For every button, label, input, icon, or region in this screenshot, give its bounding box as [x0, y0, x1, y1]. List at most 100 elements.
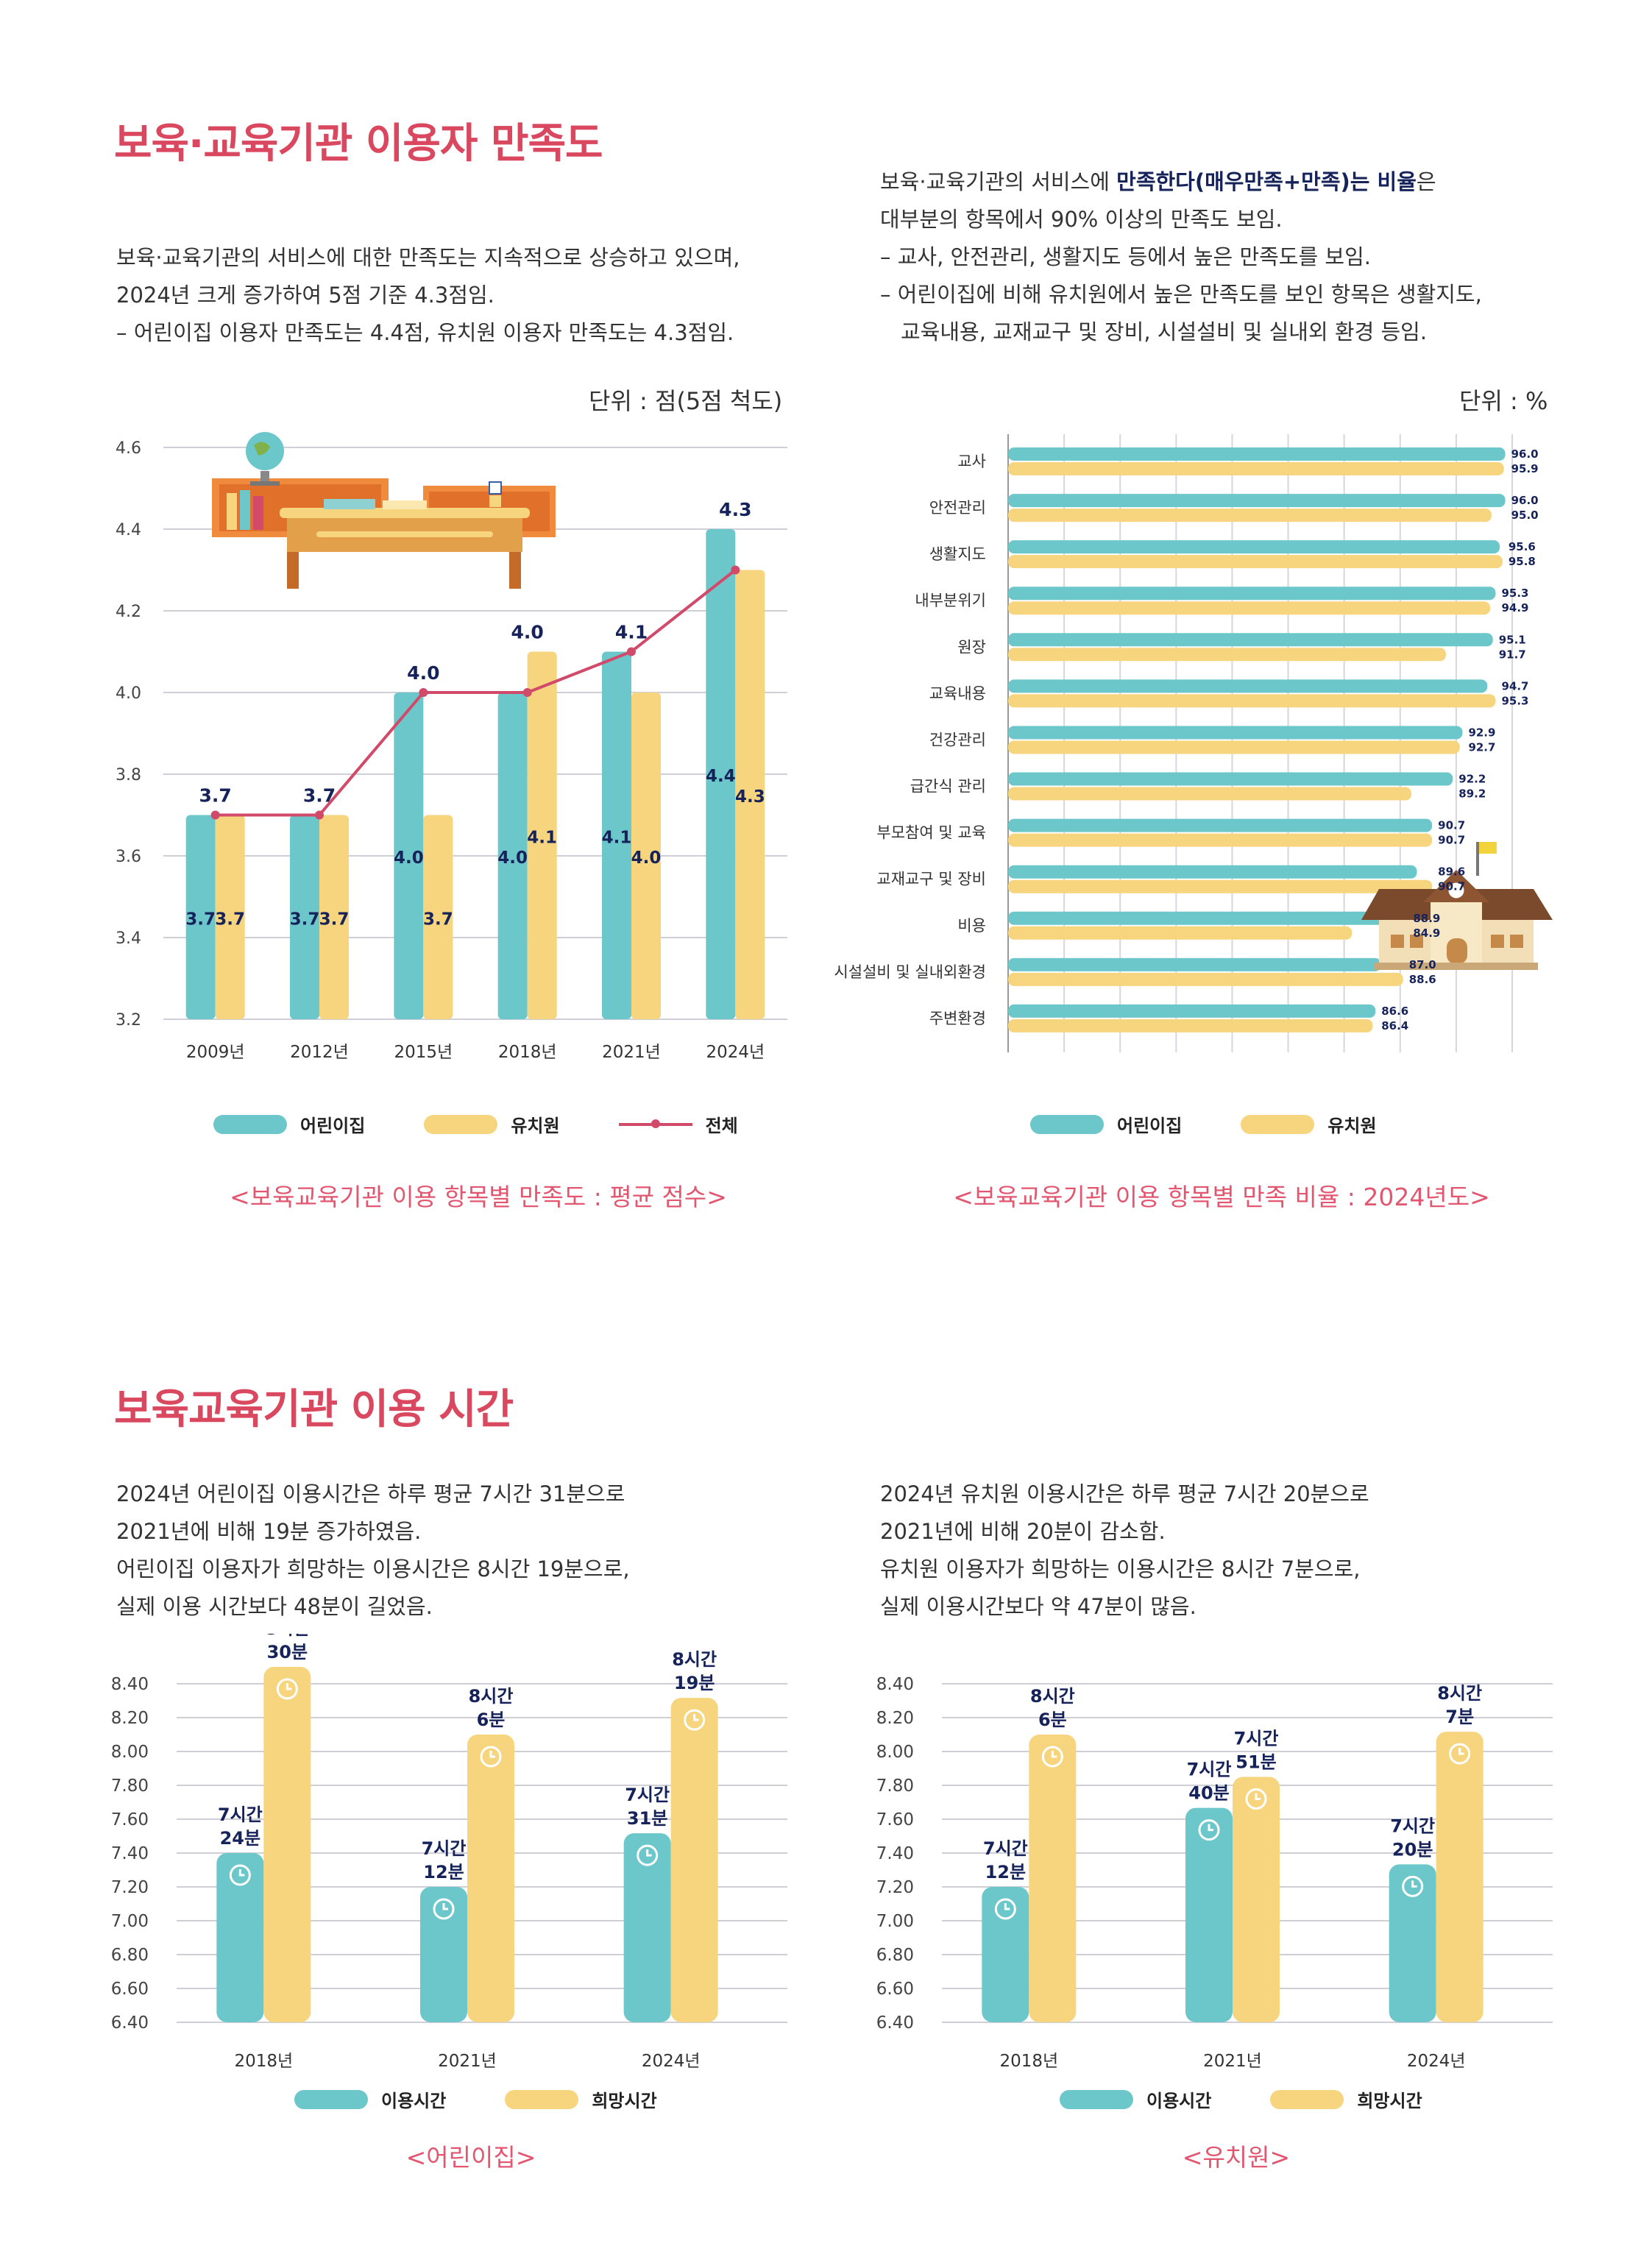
bar-kindergarten	[1008, 462, 1504, 475]
bar-value-label: 92.2	[1458, 773, 1486, 786]
section2-title: 보육교육기관 이용 시간	[114, 1386, 514, 1434]
legend-item: 희망시간	[505, 2086, 657, 2112]
bar-value-label: 7시간	[218, 1804, 263, 1825]
y-tick-label: 8.00	[111, 1743, 149, 1762]
bar-usage-time	[623, 1833, 671, 2022]
total-value-label: 4.0	[511, 622, 544, 643]
unit-label-left: 단위 : 점(5점 척도)	[589, 387, 783, 415]
y-tick-label: 6.80	[876, 1946, 914, 1965]
legend-swatch-yellow	[1270, 2089, 1344, 2109]
total-value-label: 4.0	[407, 662, 439, 684]
y-tick-label: 7.60	[111, 1810, 149, 1829]
bar-daycare	[1008, 679, 1488, 693]
bar-value-label: 95.8	[1509, 555, 1536, 568]
bar-value-label: 4.0	[394, 849, 424, 868]
clock-hands	[646, 1849, 652, 1857]
text-line: – 어린이집 이용자 만족도는 4.4점, 유치원 이용자 만족도는 4.3점임…	[116, 320, 734, 345]
caption-score: <보육교육기관 이용 항목별 만족도 : 평균 점수>	[230, 1183, 727, 1211]
category-label: 시설설비 및 실내외환경	[834, 963, 986, 981]
bar-value-label: 96.0	[1511, 494, 1539, 507]
total-value-label: 3.7	[303, 785, 336, 807]
clock-hands	[1051, 1751, 1057, 1758]
bar-kindergarten	[319, 815, 349, 1019]
y-tick-label: 6.40	[111, 2013, 149, 2033]
y-tick-label: 4.4	[116, 521, 141, 539]
bar-value-label: 3.7	[290, 910, 320, 929]
unit-label-right: 단위 : %	[1459, 387, 1548, 415]
total-point	[522, 688, 532, 697]
clock-icon	[433, 1898, 455, 1920]
total-point	[210, 810, 220, 820]
y-tick-label: 7.40	[111, 1844, 149, 1863]
x-tick-label: 2024년	[706, 1043, 765, 1062]
clock-icon	[229, 1864, 251, 1886]
bar-value-label: 90.7	[1438, 819, 1465, 832]
y-tick-label: 3.6	[116, 848, 141, 866]
bar-value-label: 88.9	[1413, 912, 1440, 925]
bar-value-label: 89.6	[1438, 865, 1465, 879]
category-label: 교육내용	[929, 684, 986, 702]
bar-daycare	[185, 815, 216, 1019]
clock-icon	[480, 1746, 502, 1768]
bar-usage-time	[982, 1887, 1029, 2022]
clock-icon	[1041, 1746, 1063, 1768]
legend-item: 어린이집	[213, 1111, 365, 1137]
text-line: 대부분의 항목에서 90% 이상의 만족도 보임.	[880, 207, 1283, 232]
bar-daycare	[394, 692, 424, 1019]
bar-kindergarten	[1008, 694, 1496, 708]
bar-daycare	[1008, 587, 1496, 601]
bar-value-label: 4.3	[735, 787, 765, 807]
y-tick-label: 7.80	[876, 1777, 914, 1796]
bar-value-label: 7시간	[983, 1838, 1028, 1859]
clock-hands	[286, 1683, 292, 1690]
kindergarten-time-chart: 6.40 6.60 6.80 7.00 7.20 7.40 7.60 7.80 8.00 8.20…	[876, 1675, 1553, 2071]
legend-item: 유치원	[424, 1111, 560, 1137]
bar-value-label: 3.7	[319, 910, 350, 929]
bar-daycare	[290, 815, 319, 1019]
legend-swatch-teal	[213, 1114, 287, 1134]
clock-icon	[1198, 1819, 1220, 1841]
y-tick-label: 4.2	[116, 603, 141, 621]
text-line: 보육·교육기관의 서비스에 대한 만족도는 지속적으로 상승하고 있으며,	[116, 245, 740, 270]
bar-kindergarten	[1008, 601, 1490, 615]
bar-value-label: 19분	[674, 1673, 715, 1693]
bar-kindergarten	[1008, 1019, 1373, 1032]
bar-kindergarten	[1008, 833, 1433, 847]
bar-kindergarten	[1008, 648, 1446, 662]
clock-hands	[1411, 1880, 1417, 1888]
bar-kindergarten	[631, 692, 661, 1019]
section1-title: 보육·교육기관 이용자 만족도	[114, 120, 603, 168]
clock-icon	[1245, 1788, 1267, 1810]
caption-daycare: <어린이집>	[405, 2143, 536, 2172]
category-label: 건강관리	[929, 731, 986, 748]
clock-hands	[1208, 1824, 1213, 1832]
y-tick-label: 8.20	[111, 1709, 149, 1728]
bar-desired-time	[1233, 1777, 1280, 2022]
bar-value-label: 92.7	[1468, 740, 1495, 754]
bar-daycare	[1008, 865, 1417, 879]
legend-swatch-yellow	[424, 1114, 498, 1134]
clock-hands	[238, 1869, 245, 1877]
category-label: 급간식 관리	[910, 778, 986, 796]
y-tick-label: 3.4	[116, 929, 141, 948]
bar-daycare	[1008, 447, 1506, 461]
x-tick-label: 2021년	[1203, 2052, 1262, 2071]
bar-value-label: 6분	[477, 1710, 506, 1730]
clock-icon	[1402, 1875, 1424, 1897]
bar-value-label: 4.1	[527, 828, 557, 847]
bar-value-label: 7분	[1445, 1707, 1474, 1727]
clock-icon	[276, 1678, 298, 1700]
bar-value-label: 30분	[267, 1642, 308, 1662]
category-label: 부모참여 및 교육	[876, 824, 986, 842]
category-label: 내부분위기	[915, 592, 986, 609]
bar-value-label: 12분	[423, 1862, 464, 1882]
bar-kindergarten	[1008, 509, 1492, 523]
bar-value-label: 94.9	[1501, 601, 1528, 614]
bar-daycare	[1008, 911, 1408, 925]
total-value-label: 4.3	[719, 499, 751, 520]
bar-value-label: 7시간	[1234, 1729, 1279, 1749]
bar-value-label: 6분	[1038, 1710, 1067, 1730]
bar-value-label: 89.2	[1458, 787, 1486, 801]
bar-kindergarten	[423, 815, 453, 1019]
legend-item: 어린이집	[1030, 1111, 1182, 1137]
